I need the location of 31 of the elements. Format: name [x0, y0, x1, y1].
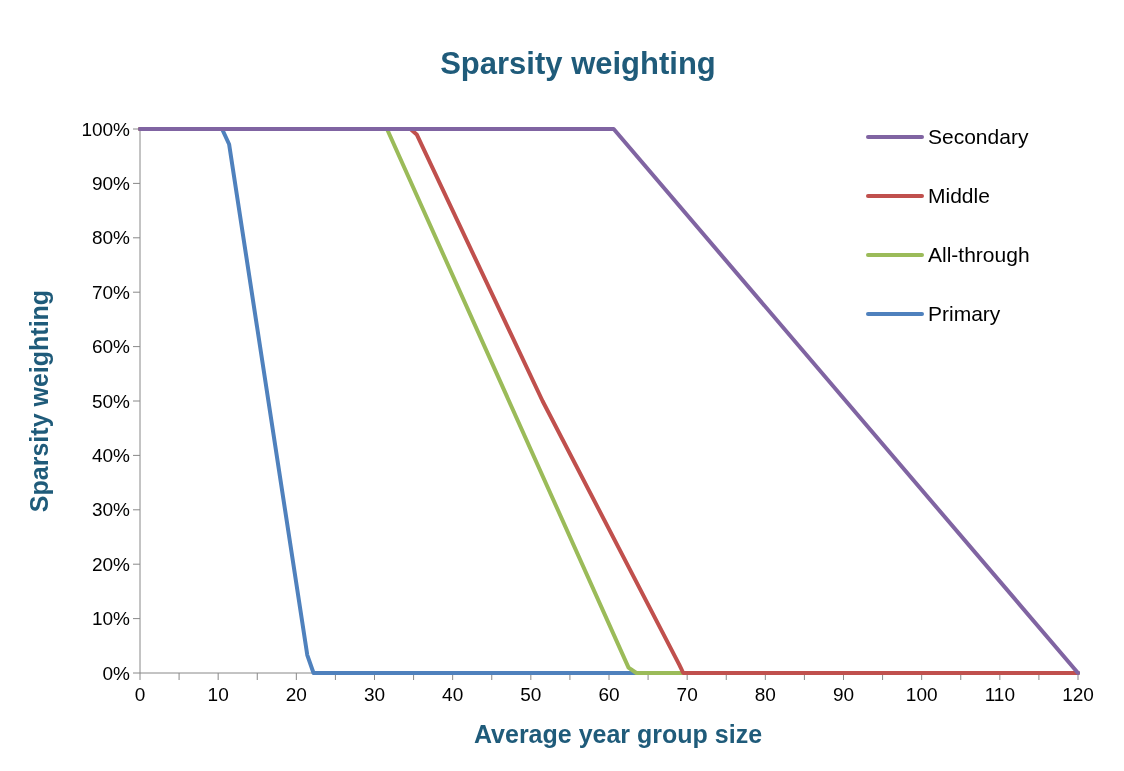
x-tick-label: 0 [134, 684, 146, 705]
legend-label: Middle [928, 184, 990, 208]
x-tick-label: 100 [905, 684, 938, 705]
y-tick-label: 20% [91, 553, 131, 575]
x-tick-label: 10 [207, 684, 229, 705]
y-tick-label: 100% [81, 118, 131, 140]
y-tick-label: 90% [91, 173, 131, 195]
y-tick-label: 60% [91, 336, 131, 358]
x-tick-label: 40 [442, 684, 464, 705]
x-tick-label: 90 [832, 684, 855, 705]
y-tick-label: 50% [91, 390, 131, 412]
x-tick-label: 50 [520, 684, 542, 705]
x-tick-label: 80 [754, 684, 776, 705]
y-tick-label: 10% [91, 608, 131, 630]
legend-label: All-through [928, 243, 1030, 267]
x-tick-label: 30 [363, 684, 386, 705]
x-tick-label: 20 [285, 684, 307, 705]
x-tick-label: 110 [984, 684, 1015, 705]
y-tick-label: 70% [91, 281, 131, 303]
y-axis-title: Sparsity weighting [25, 289, 53, 513]
chart-title: Sparsity weighting [440, 46, 716, 81]
y-tick-label: 30% [91, 499, 131, 521]
x-tick-label: 70 [676, 684, 698, 705]
y-tick-label: 40% [91, 445, 131, 467]
y-tick-label: 80% [91, 227, 131, 249]
x-tick-label: 60 [598, 684, 620, 705]
legend-label: Primary [928, 302, 1001, 326]
x-axis-title: Average year group size [473, 720, 763, 748]
y-tick-label: 0% [102, 662, 131, 684]
legend-label: Secondary [928, 125, 1029, 149]
x-tick-label: 120 [1062, 684, 1094, 705]
